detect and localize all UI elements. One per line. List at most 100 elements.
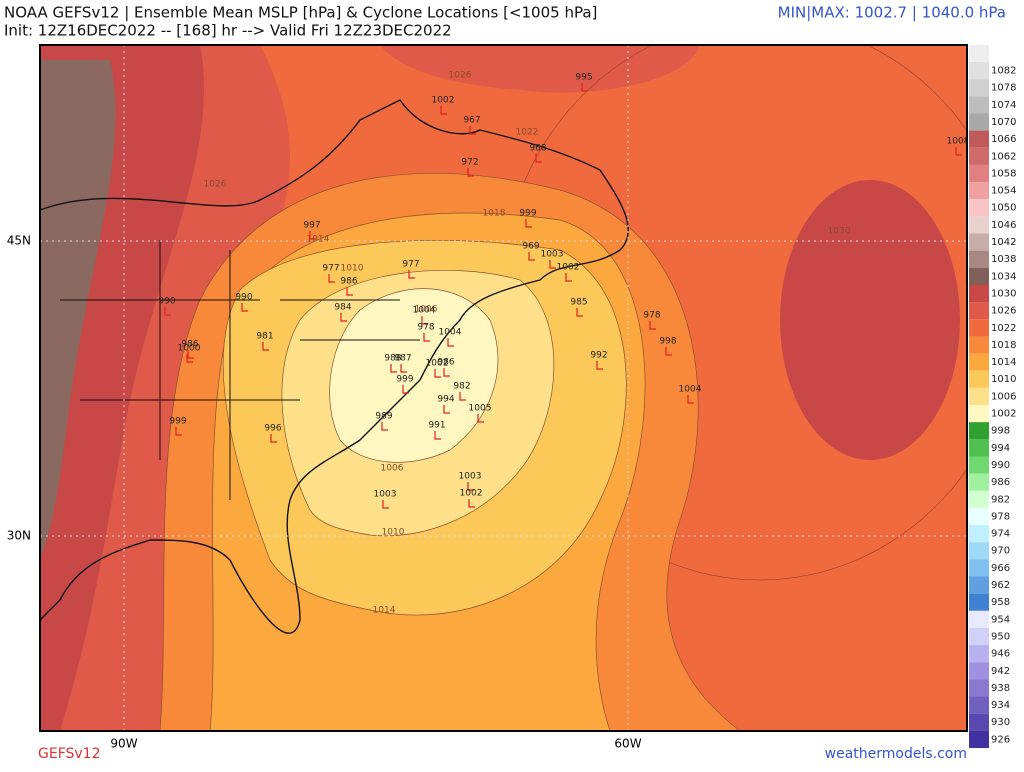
colorbar-label: 978 xyxy=(991,511,1010,522)
colorbar-label: 1050 xyxy=(991,203,1016,214)
colorbar-swatch xyxy=(969,319,989,337)
cyclone-label: 1005 xyxy=(469,404,492,414)
colorbar-label: 986 xyxy=(991,477,1010,488)
cyclone-marker xyxy=(467,482,474,491)
colorbar-swatch xyxy=(969,473,989,491)
colorbar-label: 1066 xyxy=(991,134,1016,145)
coastline xyxy=(40,99,629,634)
lat-label: 30N xyxy=(7,529,31,543)
cyclone-label: 967 xyxy=(463,116,480,126)
model-label: GEFSv12 xyxy=(38,746,101,762)
colorbar-swatch xyxy=(969,439,989,457)
colorbar-label: 934 xyxy=(991,700,1010,711)
colorbar-label: 994 xyxy=(991,443,1010,454)
colorbar-label: 998 xyxy=(991,426,1010,437)
cyclone-marker xyxy=(340,313,347,322)
cyclone-label: 1002 xyxy=(557,263,580,273)
colorbar-label: 1006 xyxy=(991,391,1016,402)
cyclone-marker xyxy=(565,273,572,282)
cyclone-marker xyxy=(270,434,277,443)
cyclone-label: 995 xyxy=(575,73,592,83)
contour-label: 1006 xyxy=(415,305,438,315)
cyclone-label: 984 xyxy=(334,303,351,313)
cyclone-marker xyxy=(186,354,193,363)
cyclone-label: 999 xyxy=(169,417,186,427)
graticule xyxy=(40,45,967,731)
colorbar-swatch xyxy=(969,593,989,611)
contour-label: 1010 xyxy=(382,528,405,538)
colorbar-label: 970 xyxy=(991,546,1010,557)
cyclone-label: 1004 xyxy=(413,306,436,316)
cyclone-marker xyxy=(381,422,388,431)
colorbar-label: 958 xyxy=(991,597,1010,608)
cyclone-marker xyxy=(528,252,535,261)
cyclone-label: 972 xyxy=(461,158,478,168)
cyclone-label: 998 xyxy=(659,337,676,347)
cyclone-label: 1003 xyxy=(541,250,564,260)
cyclone-label: 991 xyxy=(428,421,445,431)
cyclone-label: 968 xyxy=(529,144,546,154)
colorbar-swatch xyxy=(969,662,989,680)
cyclone-marker xyxy=(468,499,475,508)
cyclone-marker xyxy=(443,368,450,377)
colorbar-swatch xyxy=(969,147,989,165)
cyclone-label: 977 xyxy=(322,264,339,274)
contour-label: 1006 xyxy=(381,464,404,474)
colorbar-swatch xyxy=(969,130,989,148)
cyclone-label: 986 xyxy=(437,358,454,368)
cyclone-label: 978 xyxy=(643,311,660,321)
band xyxy=(329,288,499,463)
colorbar-swatch xyxy=(969,627,989,646)
colorbar-swatch xyxy=(969,696,989,714)
colorbar-label: 966 xyxy=(991,563,1010,574)
cyclone-label: 999 xyxy=(519,209,536,219)
contour-label: 1022 xyxy=(516,128,539,138)
cyclone-label: 978 xyxy=(417,323,434,333)
colorbar-label: 982 xyxy=(991,494,1010,505)
contour-label: 1014 xyxy=(373,606,396,616)
cyclone-marker xyxy=(649,321,656,330)
colorbar-swatch xyxy=(969,576,989,594)
map: 1026 1022 1026 1018 1014 1010 1006 1030 1006 1010… xyxy=(40,45,967,731)
colorbar-swatch xyxy=(969,182,989,200)
cyclone-marker xyxy=(535,154,542,163)
colorbar-swatch xyxy=(969,199,989,217)
cyclone-marker xyxy=(581,83,588,92)
colorbar-swatch xyxy=(969,507,989,526)
colorbar-swatch xyxy=(969,387,989,406)
colorbar-label: 1042 xyxy=(991,237,1016,248)
cyclone-marker xyxy=(400,364,407,373)
colorbar-label: 930 xyxy=(991,717,1010,728)
colorbar-swatch xyxy=(969,713,989,731)
cyclone-marker xyxy=(309,231,316,240)
cyclone-label: 997 xyxy=(303,221,320,231)
colorbar-swatch xyxy=(969,96,989,114)
cyclone-marker xyxy=(241,303,248,312)
colorbar-swatch xyxy=(969,542,989,560)
cyclone-marker xyxy=(596,361,603,370)
colorbar-swatch xyxy=(969,679,989,697)
cyclone-marker xyxy=(434,431,441,440)
cyclone-marker xyxy=(549,260,556,269)
cyclone-label: 990 xyxy=(235,293,252,303)
cyclone-marker xyxy=(443,405,450,414)
cyclone-marker xyxy=(402,385,409,394)
colorbar-label: 1082 xyxy=(991,66,1016,77)
colorbar-swatch xyxy=(969,370,989,388)
colorbar-label: 946 xyxy=(991,649,1010,660)
colorbar-label: 1034 xyxy=(991,271,1016,282)
cyclone-label: 1002 xyxy=(426,359,449,369)
cyclone-label: 1003 xyxy=(374,490,397,500)
colorbar-label: 1030 xyxy=(991,288,1016,299)
cyclone-marker xyxy=(390,364,397,373)
colorbar-swatch xyxy=(969,353,989,371)
cyclone-marker xyxy=(262,342,269,351)
colorbar-label: 1038 xyxy=(991,254,1016,265)
cyclone-label: 1004 xyxy=(439,328,462,338)
colorbar-label: 990 xyxy=(991,460,1010,471)
cyclone-marker xyxy=(576,308,583,317)
contour-label: 1026 xyxy=(204,180,227,190)
cyclone-label: 982 xyxy=(453,382,470,392)
cyclone-marker xyxy=(955,147,962,156)
